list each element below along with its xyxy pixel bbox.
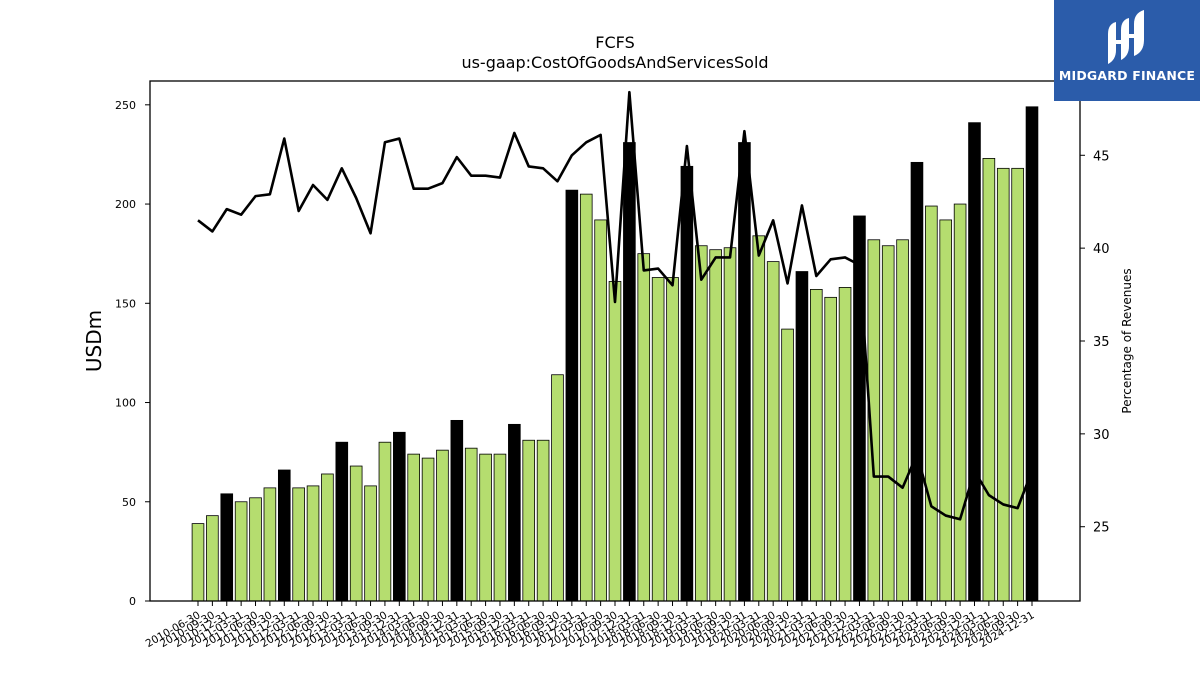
bar [522,439,536,602]
bar [1011,167,1024,602]
y2-axis-label: Percentage of Revenues [1120,268,1134,413]
y-tick-label: 250 [115,99,136,112]
bar [738,142,751,602]
right-axis: 25 30 35 40 45 [1080,149,1110,536]
bar [493,453,507,602]
bar [206,515,219,602]
bar [378,441,392,602]
bar [968,122,981,602]
line-group [197,90,1034,521]
bar [306,485,320,602]
bar [551,374,564,602]
bar [436,449,449,602]
y2-tick-label: 35 [1093,335,1110,350]
bar [608,281,622,602]
bar [810,288,823,602]
bar [450,419,464,602]
bar [421,457,435,602]
bar [407,453,420,602]
y-tick-label: 150 [115,297,136,310]
logo-text: MIDGARD FINANCE [1058,68,1196,83]
brand-logo: MIDGARD FINANCE [1054,0,1200,101]
y-tick-label: 0 [129,595,136,608]
y2-tick-label: 25 [1093,521,1110,536]
y-tick-label: 50 [122,496,136,509]
bar [277,469,291,602]
bar [881,245,895,602]
bar [335,441,349,602]
bar [594,219,607,602]
y2-tick-label: 30 [1093,428,1110,443]
chart-subtitle: us-gaap:CostOfGoodsAndServicesSold [461,53,768,72]
bar [953,203,967,602]
bar [220,493,234,602]
bar [349,465,363,602]
bar [464,447,478,602]
bar [536,439,550,602]
bars-group [191,106,1039,602]
bar [364,485,377,602]
bar [838,287,852,602]
bar [896,239,909,602]
bar [723,247,737,602]
bar [666,277,679,602]
chart-title: FCFS [595,33,634,52]
bar [925,205,938,602]
bar [321,473,334,602]
x-axis: 2010-06-302010-09-302010-12-312011-03-31… [144,601,1037,650]
bar [479,453,492,602]
bar [234,501,248,602]
bar [579,193,593,602]
bar [766,261,780,602]
bar [939,219,953,602]
left-axis: 0 50 100 150 200 250 [115,99,150,608]
bar [623,142,636,602]
bar [651,277,665,602]
bar [982,157,996,602]
midgard-logo-icon [1108,10,1144,64]
bar [292,487,305,602]
y-tick-label: 100 [115,397,136,410]
bar [637,253,651,602]
y-tick-label: 200 [115,198,136,211]
bar [996,167,1010,602]
bar [191,523,205,602]
bar [781,328,794,602]
bar [910,161,924,602]
bar [795,271,809,602]
y2-tick-label: 45 [1093,149,1110,164]
bar [680,165,694,602]
y2-tick-label: 40 [1093,242,1110,257]
bar [565,189,579,602]
bar [393,431,406,602]
percentage-line [197,90,1034,521]
y-axis-label: USDm [82,310,106,372]
bar [263,487,277,602]
bar [508,423,521,602]
bar [752,235,766,602]
bar [709,249,722,602]
bar [1025,106,1039,602]
bar [249,497,262,602]
bar [694,245,708,602]
bar [824,296,837,602]
